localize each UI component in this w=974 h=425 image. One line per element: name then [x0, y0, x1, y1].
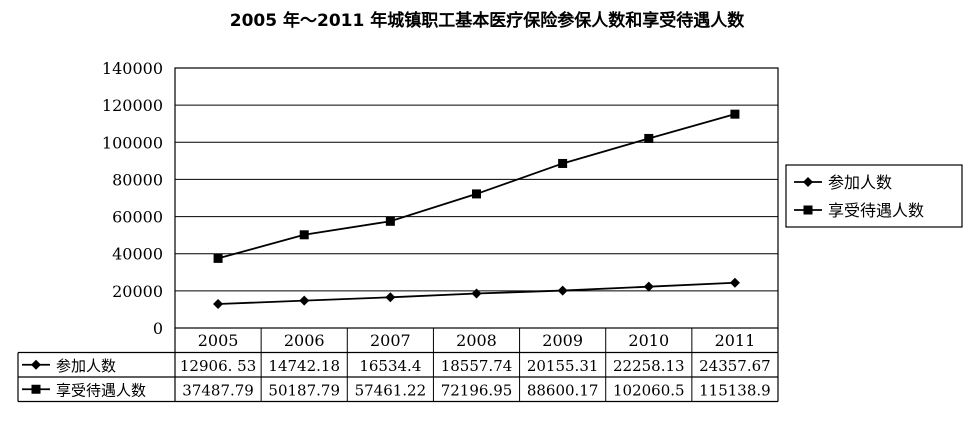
- y-tick-label: 20000: [112, 282, 163, 301]
- table-cell-value: 115138.9: [699, 381, 771, 399]
- table-cell-value: 88600.17: [527, 381, 599, 399]
- table-legend-key-marker: [31, 359, 41, 370]
- data-point: [213, 299, 224, 310]
- table-cell-value: 102060.5: [613, 381, 685, 399]
- data-point: [299, 230, 309, 240]
- data-point: [558, 158, 568, 168]
- data-point: [385, 292, 396, 303]
- data-point: [385, 216, 395, 226]
- x-tick-label: 2008: [456, 331, 497, 350]
- data-point: [213, 253, 223, 263]
- data-point: [643, 281, 654, 292]
- legend-key-marker: [803, 205, 813, 215]
- table-cell-value: 20155.31: [527, 357, 599, 375]
- table-row-label: 享受待遇人数: [56, 381, 146, 399]
- y-tick-label: 120000: [102, 96, 163, 115]
- table-cell-value: 22258.13: [613, 357, 685, 375]
- y-tick-label: 40000: [112, 245, 163, 264]
- table-legend-key-marker: [31, 384, 41, 394]
- legend-entry: 参加人数: [828, 173, 892, 192]
- x-tick-label: 2010: [628, 331, 669, 350]
- table-cell-value: 12906. 53: [180, 357, 256, 375]
- table-cell-value: 37487.79: [182, 381, 254, 399]
- x-tick-label: 2006: [284, 331, 325, 350]
- x-tick-label: 2005: [198, 331, 239, 350]
- legend-key-marker: [803, 177, 813, 187]
- data-point: [557, 285, 568, 296]
- chart-title: 2005 年～2011 年城镇职工基本医疗保险参保人数和享受待遇人数: [229, 11, 745, 31]
- y-tick-label: 0: [153, 319, 163, 338]
- data-point: [644, 133, 654, 143]
- table-cell-value: 16534.4: [359, 357, 421, 375]
- table-cell-value: 50187.79: [268, 381, 340, 399]
- table-cell-value: 14742.18: [268, 357, 340, 375]
- data-point: [299, 295, 310, 306]
- table-cell-value: 57461.22: [355, 381, 427, 399]
- legend-entry: 享受待遇人数: [828, 201, 924, 220]
- x-tick-label: 2009: [542, 331, 583, 350]
- y-tick-label: 60000: [112, 208, 163, 227]
- y-tick-label: 140000: [102, 59, 163, 78]
- y-tick-label: 80000: [112, 170, 163, 189]
- table-cell-value: 24357.67: [699, 357, 771, 375]
- x-tick-label: 2007: [370, 331, 411, 350]
- x-tick-label: 2011: [715, 331, 756, 350]
- table-cell-value: 18557.74: [441, 357, 513, 375]
- table-cell-value: 72196.95: [441, 381, 513, 399]
- series-line: [217, 113, 736, 260]
- table-row-label: 参加人数: [56, 357, 116, 375]
- data-point: [729, 277, 740, 288]
- legend-box: [785, 164, 963, 228]
- data-point: [730, 109, 740, 119]
- data-point: [471, 288, 482, 299]
- data-point: [472, 189, 481, 199]
- y-tick-label: 100000: [102, 133, 163, 152]
